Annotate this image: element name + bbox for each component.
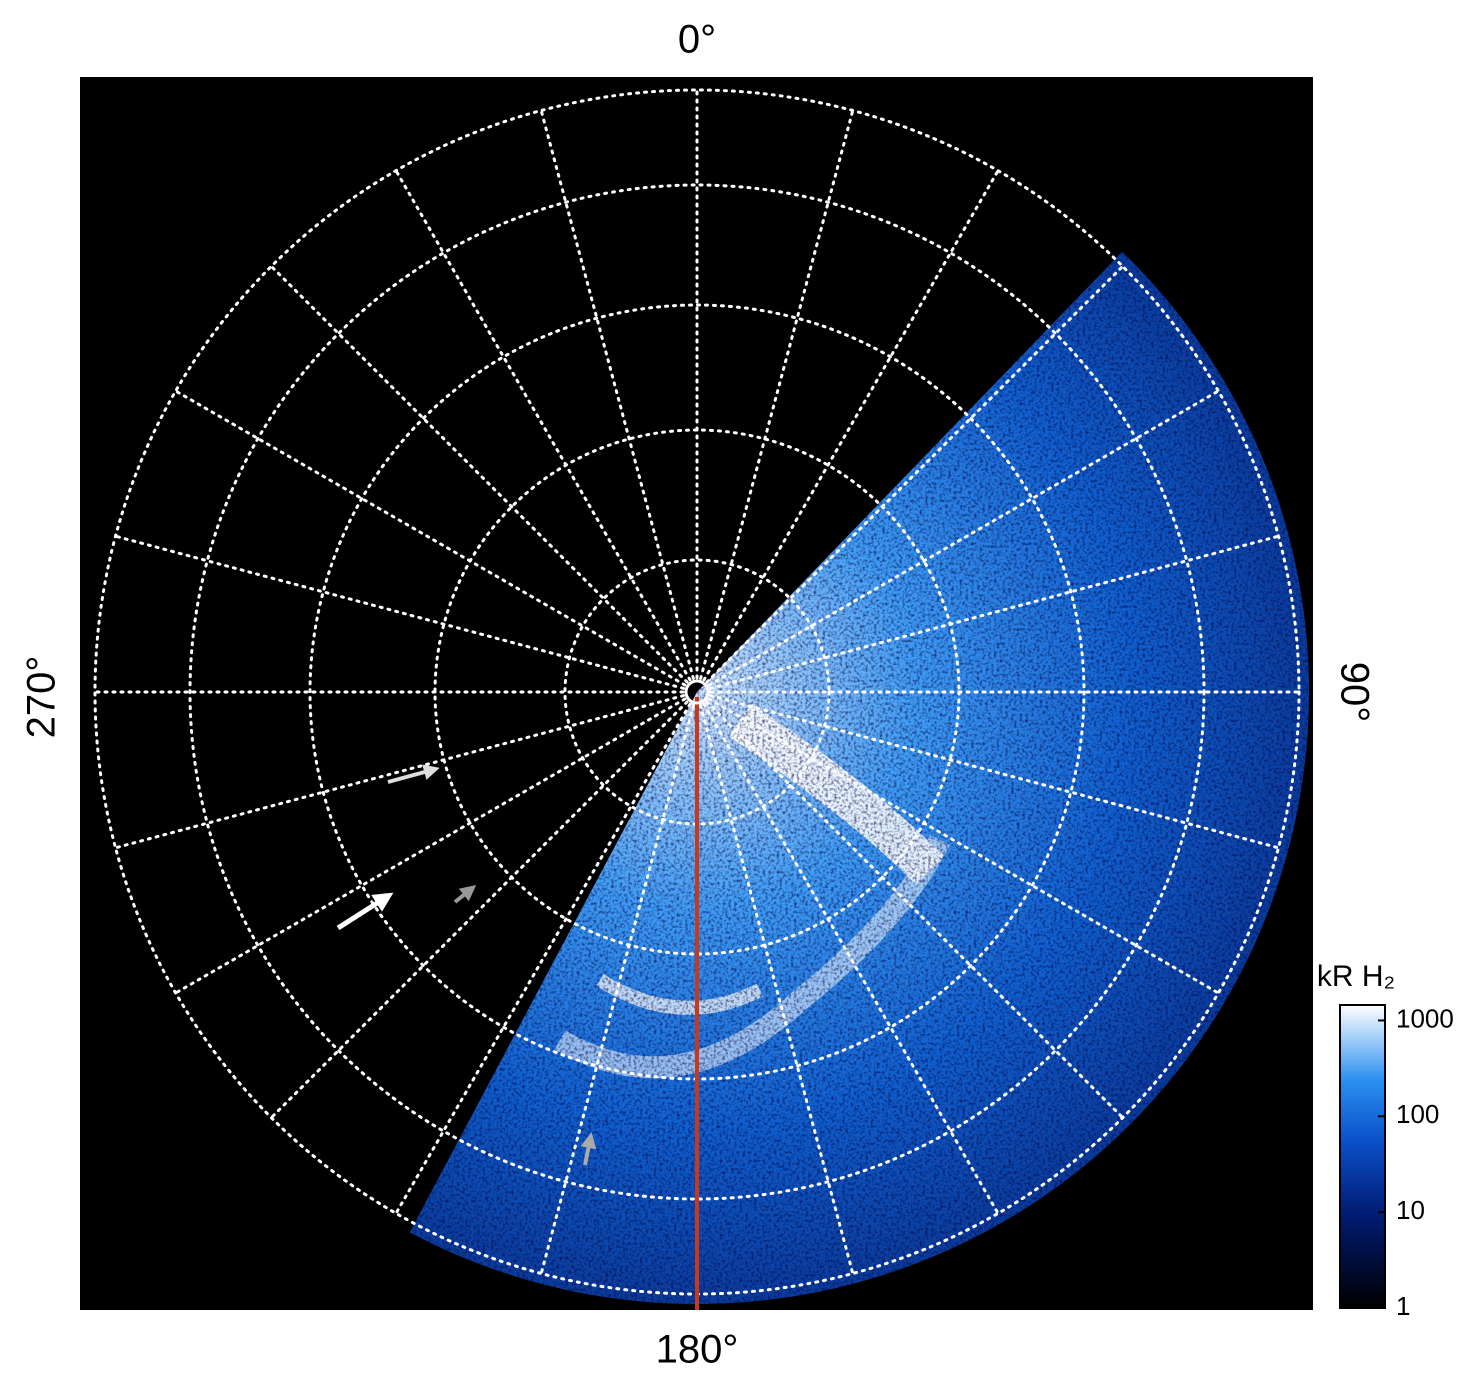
angle-label: 90°	[1332, 662, 1376, 723]
colorbar-tick-label: 100	[1396, 1099, 1439, 1129]
colorbar	[1339, 1004, 1386, 1309]
grid-spoke	[699, 704, 855, 1275]
grid-spoke	[394, 169, 692, 682]
grid-spoke	[394, 702, 692, 1215]
grid-spoke	[539, 704, 695, 1275]
pole-marker	[684, 679, 710, 705]
grid-spoke	[699, 109, 855, 680]
colorbar-tick-label: 1000	[1396, 1003, 1454, 1033]
grid-ring	[188, 183, 1206, 1201]
grid-spoke	[707, 389, 1220, 687]
grid-spoke	[705, 264, 1125, 684]
grid-spoke	[705, 700, 1125, 1120]
arrows	[336, 764, 597, 1166]
grid-spoke	[269, 700, 689, 1120]
grid-spoke	[114, 694, 685, 850]
grid-spoke	[709, 534, 1280, 690]
grid-spoke	[269, 264, 689, 684]
grid-spoke	[707, 697, 1220, 995]
polar-grid	[93, 88, 1301, 1296]
colorbar-tick-label: 1	[1396, 1291, 1410, 1321]
grid-spoke	[174, 697, 687, 995]
angle-label: 0°	[678, 18, 716, 62]
grid-spoke	[702, 702, 1000, 1215]
angle-label: 180°	[656, 1328, 739, 1372]
grid-spoke	[709, 694, 1280, 850]
grid-spoke	[539, 109, 695, 680]
angle-label: 270°	[20, 656, 64, 739]
colorbar-title: kR H₂	[1317, 960, 1395, 993]
grid-spoke	[174, 389, 687, 687]
grid-spoke	[114, 534, 685, 690]
grid-spoke	[702, 169, 1000, 682]
colorbar-tick-label: 10	[1396, 1195, 1425, 1225]
